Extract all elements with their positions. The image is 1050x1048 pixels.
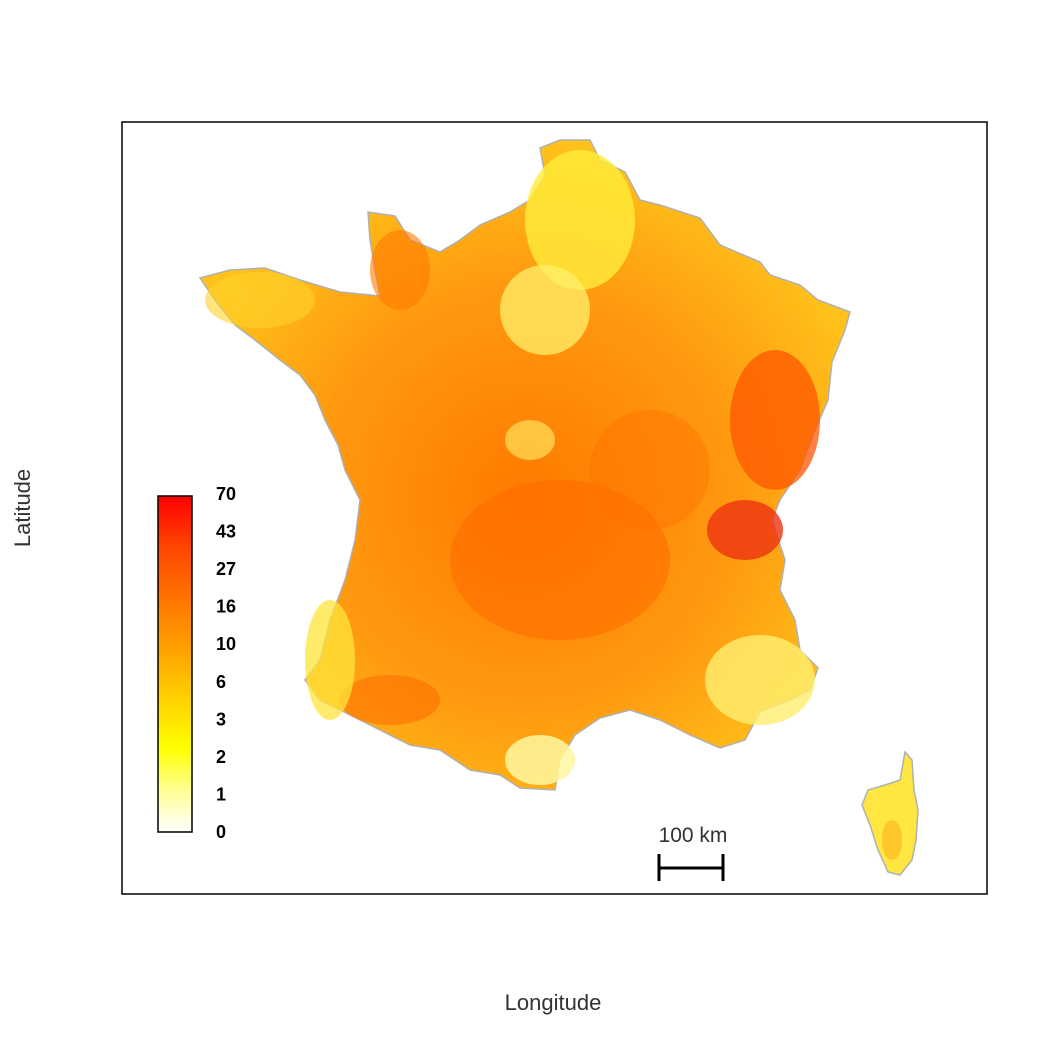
france-mainland-shape — [198, 139, 851, 791]
heat-zone-burgundy — [590, 410, 710, 530]
y-axis-title: Latitude — [10, 469, 35, 547]
legend-tick-label: 10 — [216, 634, 236, 654]
low-zone-brittany — [205, 272, 315, 328]
low-zone-north — [525, 150, 635, 290]
heat-zone-east — [730, 350, 820, 490]
x-axis-title: Longitude — [505, 990, 602, 1015]
legend-tick-label: 0 — [216, 822, 226, 842]
legend-tick-label: 43 — [216, 522, 236, 542]
heat-zone-southwest — [340, 675, 440, 725]
scale-bar-label: 100 km — [659, 824, 728, 847]
heat-zone-center — [450, 480, 670, 640]
corsica-shape — [861, 750, 919, 876]
low-zone-landes — [305, 600, 355, 720]
scale-bar: 100 km — [657, 824, 728, 881]
legend-tick-label: 6 — [216, 672, 226, 692]
low-zone-languedoc — [505, 735, 575, 785]
legend-tick-label: 70 — [216, 484, 236, 504]
legend-tick-label: 16 — [216, 597, 236, 617]
heat-zone-normandy — [370, 230, 430, 310]
low-zone-loire — [505, 420, 555, 460]
low-zone-provence — [705, 635, 815, 725]
legend-color-bar — [157, 495, 193, 833]
low-zone-paris — [500, 265, 590, 355]
corsica-heat-zone — [882, 820, 902, 860]
legend-tick-label: 3 — [216, 709, 226, 729]
mainland-france — [198, 139, 851, 791]
heat-zone-alps — [707, 500, 783, 560]
legend-tick-label: 2 — [216, 747, 226, 767]
legend-tick-label: 27 — [216, 559, 236, 579]
legend-tick-label: 1 — [216, 784, 226, 804]
